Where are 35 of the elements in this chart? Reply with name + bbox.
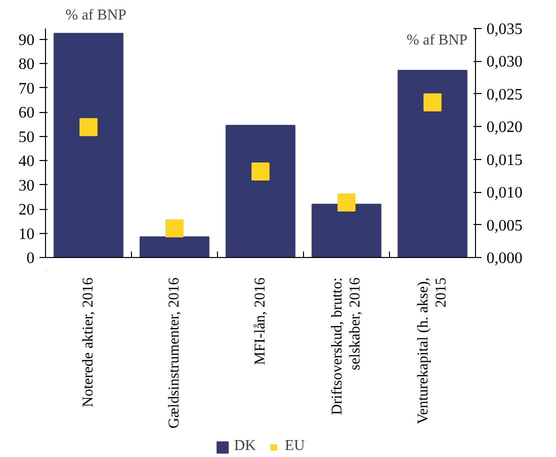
y-tick-label: 10	[18, 226, 34, 243]
point	[338, 193, 356, 212]
point	[252, 162, 270, 180]
y2-tick-label: 0,005	[486, 217, 522, 234]
y-tick-label: 80	[18, 56, 34, 74]
bar	[312, 204, 382, 258]
y-tick-label: 0	[26, 250, 34, 267]
x-tick-label: Noterede aktier, 2016	[80, 277, 96, 408]
y-tick-label: 50	[18, 128, 34, 146]
y-tick-label: 20	[18, 202, 34, 219]
y-tick-label: 40	[18, 153, 34, 170]
y-tick-label: 70	[18, 80, 34, 98]
y-tick-label: 30	[18, 177, 34, 194]
bar	[226, 124, 296, 258]
point	[166, 219, 184, 238]
bar	[140, 236, 210, 258]
x-tick-label: Venturekapital (h. akse), 2015	[416, 278, 450, 424]
y2-axis-title: % af BNP	[406, 32, 468, 48]
y2-tick-label: 0,035	[486, 21, 522, 38]
y2-tick-label: 0,020	[486, 119, 522, 136]
bar	[54, 32, 124, 258]
y2-tick-label: 0,010	[486, 184, 522, 202]
x-tick-label: MFI-lån, 2016	[252, 277, 268, 365]
y2-tick-label: 0,015	[486, 152, 522, 169]
y2-tick-label: 0,000	[486, 250, 522, 267]
y-axis-title: % af BNP	[66, 8, 126, 24]
y2-tick-label: 0,030	[486, 54, 522, 71]
x-tick-label: Driftsoverskud, brutto: selskaber, 2016	[330, 277, 364, 415]
legend-label: EU	[284, 438, 305, 455]
y-tick-label: 90	[18, 32, 34, 49]
y-tick-label: 60	[18, 104, 34, 122]
x-tick-label: Gældsinstrumenter, 2016	[166, 277, 182, 429]
legend-label: DK	[234, 438, 256, 455]
y2-tick-label: 0,025	[486, 86, 522, 104]
point	[80, 118, 98, 136]
